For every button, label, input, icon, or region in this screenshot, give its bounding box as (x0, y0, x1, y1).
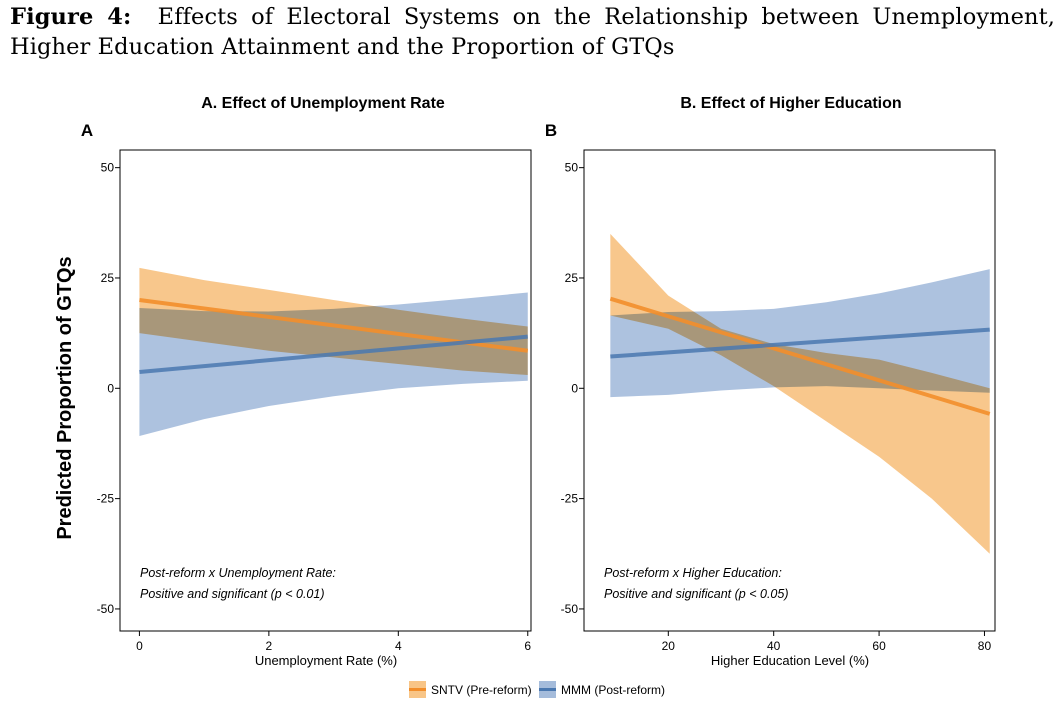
panel-b-x-tick-label: 80 (978, 639, 992, 653)
panel-a-plot: 50 25 0 -25 -50 0 2 4 6 (97, 149, 532, 653)
panel-a-x-tick-label: 0 (136, 639, 143, 653)
panel-b-y-tick-label: 50 (565, 161, 579, 175)
panel-a-x-axis-title: Unemployment Rate (%) (255, 653, 397, 668)
panel-a-y-tick-label: -50 (97, 602, 115, 616)
panel-a-y-tick-label: 25 (101, 271, 115, 285)
panel-a-x-tick-label: 2 (266, 639, 273, 653)
panel-a-y-tick-label: 0 (107, 381, 114, 395)
legend-label-sntv: SNTV (Pre-reform) (431, 683, 532, 697)
panel-a-title: A. Effect of Unemployment Rate (201, 95, 445, 112)
panel-a-letter: A (81, 121, 93, 140)
panel-b-annotation-line1: Post-reform x Higher Education: (604, 566, 782, 580)
panel-b-title: B. Effect of Higher Education (680, 95, 901, 112)
panel-b-x-tick-label: 60 (872, 639, 886, 653)
panel-b-y-tick-label: 0 (571, 381, 578, 395)
panel-b-line-mmm (610, 327, 990, 359)
panel-b-x-tick-label: 20 (662, 639, 676, 653)
panel-a-line-mmm (139, 334, 528, 374)
panel-b-plot: 50 25 0 -25 -50 20 40 60 80 (561, 149, 996, 653)
panel-a-x-tick-label: 6 (524, 639, 531, 653)
figure-title-text: Effects of Electoral Systems on the Rela… (10, 4, 1055, 60)
panel-a-annotation-line2: Positive and significant (p < 0.01) (140, 587, 324, 601)
legend: SNTV (Pre-reform) MMM (Post-reform) (409, 681, 665, 698)
figure-label: Figure 4: (10, 4, 132, 30)
panel-b-x-axis-title: Higher Education Level (%) (711, 653, 869, 668)
panel-b-x-tick-label: 40 (767, 639, 781, 653)
panel-a-y-tick-label: -25 (97, 492, 115, 506)
figure-title: Figure 4: Effects of Electoral Systems o… (10, 2, 1055, 62)
panel-b-letter: B (545, 121, 557, 140)
panel-a-x-tick-label: 4 (395, 639, 402, 653)
panel-b-y-tick-label: 25 (565, 271, 579, 285)
panel-b-y-tick-label: -25 (561, 492, 579, 506)
panel-a-frame (119, 149, 532, 632)
panel-a-y-tick-label: 50 (101, 161, 115, 175)
panel-a-ci-band-mmm (139, 292, 528, 436)
panel-a-annotation-line1: Post-reform x Unemployment Rate: (140, 566, 336, 580)
panel-b-ci-band-sntv (610, 233, 990, 554)
legend-label-mmm: MMM (Post-reform) (561, 683, 665, 697)
y-axis-title: Predicted Proportion of GTQs (54, 256, 76, 539)
panel-b-ci-band-mmm (610, 269, 990, 398)
panel-b-y-tick-label: -50 (561, 602, 579, 616)
panel-b-frame (583, 149, 996, 632)
panel-b-annotation-line2: Positive and significant (p < 0.05) (604, 587, 788, 601)
panel-b-line-sntv (609, 296, 991, 416)
